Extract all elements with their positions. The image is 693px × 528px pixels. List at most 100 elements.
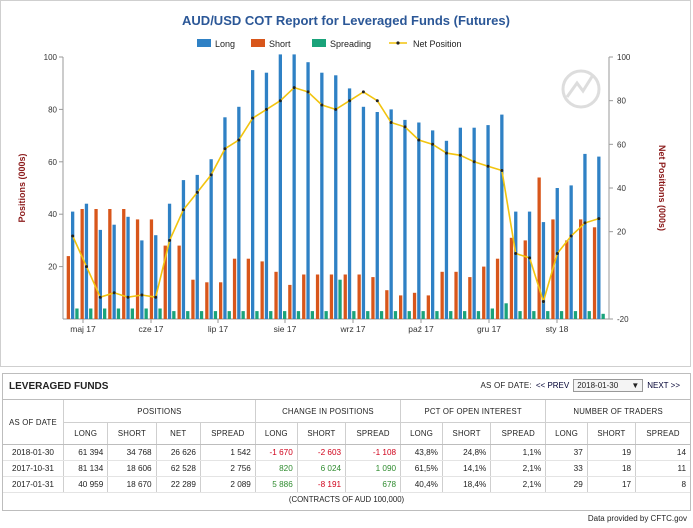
- bar-long: [431, 130, 435, 319]
- as-of-date-label: AS OF DATE:: [480, 381, 532, 390]
- net-position-point: [569, 234, 573, 238]
- bar-spreading: [435, 311, 439, 319]
- next-link[interactable]: NEXT >>: [647, 381, 680, 390]
- bar-long: [375, 112, 379, 319]
- bar-spreading: [227, 311, 231, 319]
- bar-spreading: [103, 308, 107, 319]
- bar-long: [264, 72, 269, 319]
- bar-short: [94, 209, 98, 319]
- legend-label: Short: [269, 39, 291, 49]
- cell-net: 62 528: [156, 460, 201, 477]
- bar-spreading: [199, 311, 204, 319]
- bar-spreading: [269, 311, 273, 319]
- cell-pct-spread: 2,1%: [490, 460, 547, 477]
- bar-long: [583, 153, 587, 319]
- bar-spreading: [546, 311, 550, 319]
- bar-short: [108, 209, 112, 319]
- bar-long: [417, 122, 421, 319]
- net-position-point: [223, 147, 227, 151]
- row-date: 2017-10-31: [3, 460, 64, 477]
- col-group-positions: POSITIONS: [63, 400, 256, 423]
- col-header: SPREAD: [635, 422, 690, 445]
- net-position-point: [320, 103, 324, 107]
- x-tick-label: sty 18: [546, 324, 569, 334]
- net-position-point: [181, 208, 185, 212]
- net-position-point: [583, 221, 587, 225]
- net-position-point: [306, 90, 310, 94]
- bar-short: [357, 274, 361, 319]
- bar-long: [181, 180, 186, 319]
- net-position-point: [112, 291, 116, 295]
- net-position-point: [334, 107, 338, 111]
- cell-pct-short: 24,8%: [442, 444, 492, 461]
- bar-long: [154, 235, 158, 319]
- watermark-logo-icon: [561, 69, 601, 109]
- net-position-point: [237, 138, 241, 142]
- net-position-point: [555, 252, 559, 255]
- legend-swatch: [312, 39, 326, 47]
- bar-short: [399, 295, 403, 319]
- net-position-point: [168, 238, 172, 242]
- cell-pct-spread: 2,1%: [490, 476, 547, 493]
- bar-spreading: [587, 311, 591, 319]
- bar-spreading: [296, 311, 301, 319]
- col-header: SHORT: [297, 422, 347, 445]
- bar-spreading: [283, 311, 287, 319]
- bar-long: [569, 185, 573, 319]
- cell-traders-long: 29: [545, 476, 588, 493]
- y-tick-label: 40: [48, 210, 57, 219]
- net-position-point: [375, 99, 379, 103]
- bar-spreading: [241, 311, 245, 319]
- bar-short: [260, 261, 264, 319]
- bar-long: [389, 109, 393, 320]
- cell-short: 18 670: [107, 476, 157, 493]
- bar-spreading: [213, 311, 218, 319]
- cell-change-short: -2 603: [297, 444, 347, 461]
- bar-short: [371, 277, 375, 319]
- cell-traders-spread: 14: [635, 444, 690, 461]
- bar-short: [385, 290, 389, 319]
- bar-spreading: [379, 311, 384, 319]
- bar-short: [412, 292, 417, 319]
- cell-change-spread: 678: [345, 476, 402, 493]
- bar-long: [84, 203, 89, 319]
- bar-short: [343, 274, 347, 319]
- prev-link[interactable]: << PREV: [535, 381, 570, 390]
- net-position-point: [403, 125, 407, 129]
- date-navigator: AS OF DATE: << PREV 2018-01-30 ▼ NEXT >>: [480, 379, 680, 392]
- legend-net-marker: [396, 41, 400, 45]
- cell-pct-short: 18,4%: [442, 476, 492, 493]
- y2-tick-label: 20: [617, 228, 626, 237]
- cell-pct-long: 40,4%: [400, 476, 443, 493]
- bar-spreading: [559, 311, 564, 319]
- bar-spreading: [490, 308, 494, 319]
- cell-pct-short: 14,1%: [442, 460, 492, 477]
- net-position-point: [209, 173, 213, 177]
- bar-long: [292, 54, 296, 320]
- bar-long: [278, 54, 282, 320]
- col-header: LONG: [255, 422, 298, 445]
- bar-short: [440, 271, 444, 319]
- bar-short: [135, 219, 140, 319]
- bar-short: [426, 295, 430, 319]
- y-tick-label: 20: [48, 263, 57, 272]
- bar-spreading: [338, 279, 342, 319]
- legend-label: Long: [215, 39, 235, 49]
- bar-spreading: [75, 308, 79, 319]
- bar-long: [444, 140, 449, 319]
- cell-spread: 2 756: [200, 460, 256, 477]
- chart-canvas: AUD/USD COT Report for Leveraged Funds (…: [17, 13, 667, 334]
- net-position-point: [278, 99, 282, 103]
- panel-header: LEVERAGED FUNDS AS OF DATE: << PREV 2018…: [3, 374, 690, 400]
- row-date: 2018-01-30: [3, 444, 64, 461]
- bar-long: [71, 211, 75, 319]
- cell-spread: 1 542: [200, 444, 256, 461]
- bar-short: [509, 237, 514, 319]
- bar-spreading: [158, 308, 162, 319]
- col-header: SHORT: [587, 422, 637, 445]
- bar-long: [347, 88, 352, 320]
- net-position-point: [361, 90, 365, 94]
- date-select[interactable]: 2018-01-30 ▼: [573, 379, 644, 392]
- bar-short: [302, 274, 306, 319]
- net-position-point: [500, 169, 504, 172]
